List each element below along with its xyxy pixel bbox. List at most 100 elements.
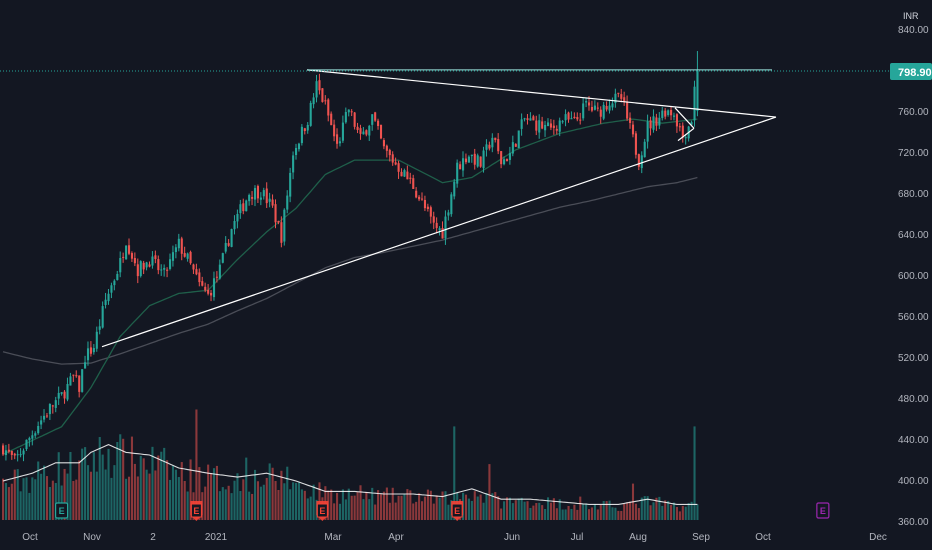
earnings-marker[interactable]: E [54, 502, 69, 519]
volume-bar [400, 495, 403, 520]
candle-body [101, 306, 104, 328]
volume-bar [646, 496, 649, 520]
volume-bar [693, 426, 696, 520]
candle-body [520, 119, 523, 129]
moving-average-200 [2, 176, 698, 365]
candle-body [201, 281, 204, 286]
volume-bar [529, 507, 532, 520]
candle-body [675, 114, 678, 127]
ascending-trendline[interactable] [101, 116, 777, 348]
volume-bar [415, 501, 418, 520]
volume-bar [151, 446, 154, 520]
candle-body [500, 151, 503, 165]
volume-bar [467, 498, 470, 520]
candle-body [541, 121, 544, 129]
candle-body [224, 242, 227, 252]
candle-body [309, 102, 312, 126]
volume-bar [652, 502, 655, 520]
volume-bar [503, 501, 506, 520]
candle-body [634, 133, 637, 155]
flag-upper-line[interactable] [674, 107, 695, 129]
earnings-marker[interactable]: E [316, 501, 329, 521]
volume-bar [204, 486, 207, 520]
candle-body [312, 97, 315, 105]
candle-body [403, 170, 406, 177]
candle-body [420, 198, 424, 200]
candle-body [4, 450, 8, 456]
volume-bar [163, 447, 166, 520]
candle-body [315, 81, 318, 98]
volume-bar [561, 509, 564, 520]
candle-body [207, 289, 210, 294]
candle-body [177, 238, 180, 249]
candle-body [274, 204, 277, 223]
volume-bar [684, 506, 687, 520]
volume-bar [570, 508, 573, 520]
volume-bar [265, 477, 268, 520]
volume-bar [368, 499, 371, 520]
candle-body [388, 149, 391, 156]
candle-body [655, 117, 658, 126]
volume-bar [409, 490, 412, 520]
volume-bar [48, 486, 51, 520]
candle-body [585, 101, 588, 103]
volume-bar [221, 487, 224, 520]
volume-bar [552, 498, 555, 520]
candle-body [98, 326, 101, 330]
candle-body [549, 123, 553, 128]
candle-body [151, 256, 154, 266]
candle-body [19, 454, 22, 456]
volume-average-line [2, 443, 698, 505]
earnings-marker[interactable]: E [451, 501, 464, 521]
volume-bar [453, 426, 456, 520]
volume-bar [256, 481, 260, 520]
volume-bar [57, 452, 60, 520]
volume-bar [555, 508, 558, 520]
time-tick-label: Apr [388, 532, 404, 543]
candle-body [54, 400, 57, 408]
volume-bar [271, 467, 274, 520]
volume-bar [347, 488, 350, 520]
candle-body [218, 264, 221, 279]
volume-bar [25, 477, 28, 520]
volume-bar [19, 491, 22, 520]
earnings-marker-box [451, 503, 463, 518]
candle-body [546, 122, 550, 127]
time-axis[interactable]: Oct Nov 2 2021 Mar Apr Jun Jul Aug Sep Oct Dec [22, 532, 887, 543]
volume-bar [212, 468, 216, 520]
candle-body [353, 112, 356, 127]
trendline-drawings[interactable] [101, 69, 777, 348]
candle-body [514, 143, 517, 147]
volume-bar [262, 484, 265, 520]
earnings-marker[interactable]: E [816, 502, 830, 519]
volume-bar [511, 503, 514, 520]
candle-body [379, 124, 383, 139]
time-tick-label: Mar [324, 532, 342, 543]
volume-bar [617, 510, 620, 520]
candle-body [602, 104, 605, 119]
volume-bar [341, 489, 344, 520]
volume-bar [629, 501, 632, 520]
candle-body [227, 243, 230, 246]
earnings-marker[interactable]: E [190, 501, 203, 521]
volume-bar [86, 465, 90, 520]
flag-lower-line[interactable] [677, 127, 695, 142]
volume-bar [505, 497, 509, 520]
volume-bar [576, 509, 579, 520]
volume-bar [485, 493, 488, 520]
last-price-badge-bg [890, 63, 932, 80]
candle-body [681, 125, 684, 138]
candle-body [371, 114, 374, 125]
candle-body [614, 93, 617, 103]
candle-body [488, 144, 491, 149]
candle-body [462, 158, 465, 171]
volume-bar [696, 504, 699, 520]
candle-body [43, 415, 46, 420]
candle-body [113, 280, 116, 286]
volume-bar [309, 496, 312, 520]
price-tick-label: 560.00 [898, 312, 929, 323]
descending-trendline[interactable] [306, 69, 777, 118]
volume-bar [312, 484, 315, 520]
